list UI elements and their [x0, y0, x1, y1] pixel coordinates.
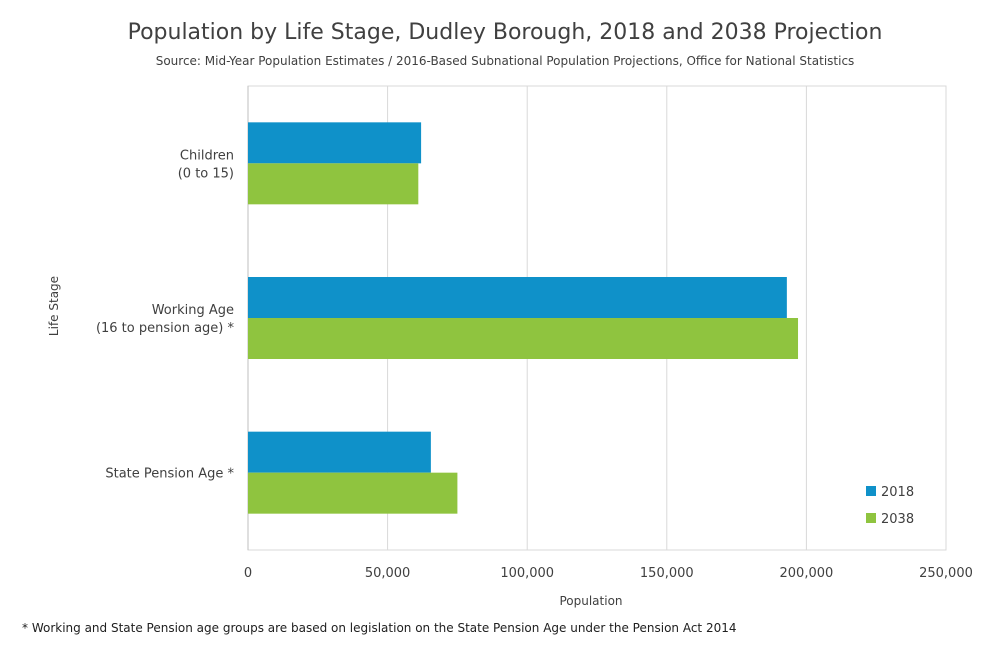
bars: [248, 122, 799, 514]
category-label: Children (0 to 15): [178, 148, 234, 181]
legend-swatch-2038: [866, 513, 876, 523]
bar-2018: [248, 277, 787, 318]
bar-2038: [248, 318, 799, 359]
y-axis-label: Life Stage: [47, 276, 61, 336]
x-tick-label: 100,000: [500, 566, 554, 581]
x-tick-labels: 0 50,000 100,000 150,000 200,000 250,000: [244, 566, 973, 581]
x-tick-label: 50,000: [365, 566, 411, 581]
footnote: * Working and State Pension age groups a…: [22, 621, 737, 635]
legend-label-2018: 2018: [881, 485, 914, 500]
category-labels: Children (0 to 15) Working Age (16 to pensi…: [96, 148, 235, 481]
chart-subtitle: Source: Mid-Year Population Estimates / …: [155, 54, 855, 68]
legend-label-2038: 2038: [881, 512, 914, 527]
x-tick-label: 250,000: [919, 566, 973, 581]
x-tick-label: 150,000: [640, 566, 694, 581]
x-tick-label: 0: [244, 566, 252, 581]
bar-2038: [248, 163, 419, 205]
bar-2038: [248, 472, 458, 514]
category-label: Working Age (16 to pension age) *: [96, 303, 235, 336]
bar-2018: [248, 431, 431, 473]
x-axis-label: Population: [559, 594, 622, 608]
legend-swatch-2018: [866, 486, 876, 496]
bar-2018: [248, 122, 422, 164]
chart-title: Population by Life Stage, Dudley Borough…: [127, 20, 883, 45]
category-label: State Pension Age *: [105, 467, 234, 482]
legend: 2018 2038: [866, 485, 914, 527]
x-tick-label: 200,000: [780, 566, 834, 581]
